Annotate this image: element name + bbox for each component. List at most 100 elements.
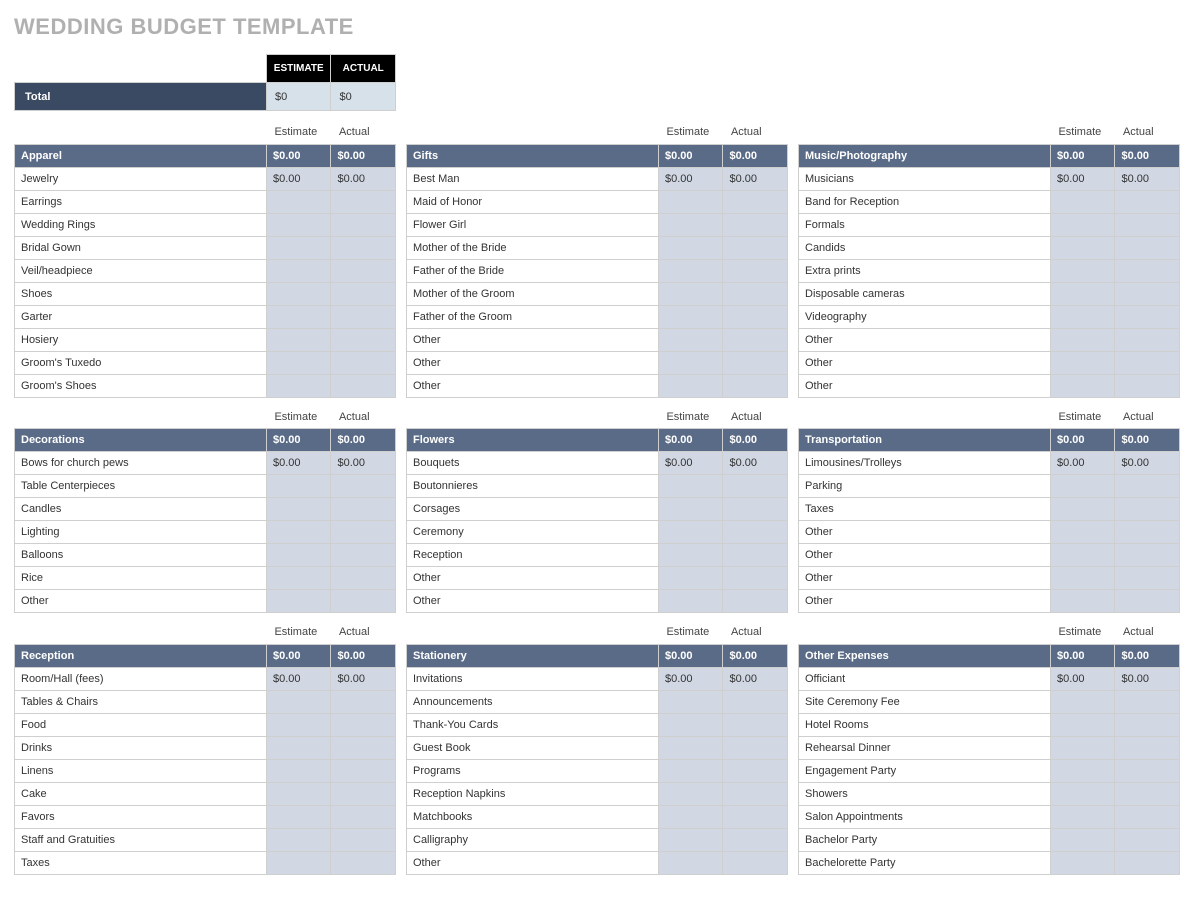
item-actual[interactable] (1115, 521, 1180, 544)
item-actual[interactable] (331, 236, 396, 259)
item-estimate[interactable] (266, 305, 331, 328)
item-actual[interactable] (331, 544, 396, 567)
total-estimate-value[interactable]: $0 (266, 83, 331, 111)
item-estimate[interactable] (658, 305, 723, 328)
item-name[interactable]: Invitations (407, 667, 659, 690)
item-estimate[interactable] (1050, 259, 1115, 282)
item-estimate[interactable] (658, 236, 723, 259)
item-actual[interactable] (723, 759, 788, 782)
item-name[interactable]: Hosiery (15, 328, 267, 351)
item-name[interactable]: Reception (407, 544, 659, 567)
item-name[interactable]: Boutonnieres (407, 475, 659, 498)
item-name[interactable]: Extra prints (799, 259, 1051, 282)
item-name[interactable]: Thank-You Cards (407, 713, 659, 736)
item-actual[interactable] (1115, 190, 1180, 213)
item-name[interactable]: Food (15, 713, 267, 736)
item-name[interactable]: Table Centerpieces (15, 475, 267, 498)
item-estimate[interactable] (266, 498, 331, 521)
item-estimate[interactable] (1050, 190, 1115, 213)
item-estimate[interactable] (658, 736, 723, 759)
item-estimate[interactable] (266, 713, 331, 736)
item-name[interactable]: Mother of the Groom (407, 282, 659, 305)
item-actual[interactable]: $0.00 (723, 452, 788, 475)
item-name[interactable]: Taxes (799, 498, 1051, 521)
item-estimate[interactable] (658, 759, 723, 782)
item-name[interactable]: Candids (799, 236, 1051, 259)
item-actual[interactable] (1115, 305, 1180, 328)
item-actual[interactable]: $0.00 (723, 667, 788, 690)
item-name[interactable]: Musicians (799, 167, 1051, 190)
item-estimate[interactable] (658, 213, 723, 236)
item-actual[interactable] (723, 567, 788, 590)
item-name[interactable]: Corsages (407, 498, 659, 521)
item-actual[interactable] (723, 351, 788, 374)
item-name[interactable]: Engagement Party (799, 759, 1051, 782)
item-actual[interactable] (331, 374, 396, 397)
item-actual[interactable]: $0.00 (1115, 167, 1180, 190)
item-estimate[interactable] (1050, 328, 1115, 351)
item-actual[interactable] (1115, 282, 1180, 305)
item-name[interactable]: Other (407, 374, 659, 397)
item-actual[interactable] (723, 828, 788, 851)
item-estimate[interactable] (1050, 567, 1115, 590)
item-estimate[interactable] (266, 213, 331, 236)
item-actual[interactable] (331, 521, 396, 544)
item-estimate[interactable] (266, 190, 331, 213)
item-actual[interactable] (723, 259, 788, 282)
item-name[interactable]: Other (407, 590, 659, 613)
item-estimate[interactable] (1050, 544, 1115, 567)
item-estimate[interactable] (266, 351, 331, 374)
item-name[interactable]: Other (407, 328, 659, 351)
item-actual[interactable] (331, 282, 396, 305)
item-actual[interactable] (723, 236, 788, 259)
item-actual[interactable] (723, 213, 788, 236)
item-name[interactable]: Calligraphy (407, 828, 659, 851)
item-estimate[interactable] (1050, 351, 1115, 374)
item-actual[interactable] (331, 851, 396, 874)
item-name[interactable]: Favors (15, 805, 267, 828)
item-name[interactable]: Other (799, 544, 1051, 567)
item-actual[interactable] (331, 590, 396, 613)
item-estimate[interactable] (266, 805, 331, 828)
item-name[interactable]: Hotel Rooms (799, 713, 1051, 736)
item-actual[interactable] (1115, 374, 1180, 397)
item-name[interactable]: Maid of Honor (407, 190, 659, 213)
item-actual[interactable] (1115, 759, 1180, 782)
item-estimate[interactable] (266, 828, 331, 851)
item-name[interactable]: Earrings (15, 190, 267, 213)
item-name[interactable]: Other (799, 351, 1051, 374)
item-actual[interactable] (1115, 236, 1180, 259)
item-name[interactable]: Videography (799, 305, 1051, 328)
item-actual[interactable] (723, 590, 788, 613)
item-actual[interactable]: $0.00 (723, 167, 788, 190)
item-estimate[interactable]: $0.00 (1050, 452, 1115, 475)
item-estimate[interactable] (658, 374, 723, 397)
item-name[interactable]: Other (799, 521, 1051, 544)
item-actual[interactable] (331, 736, 396, 759)
item-actual[interactable] (331, 190, 396, 213)
item-estimate[interactable] (658, 475, 723, 498)
item-actual[interactable] (331, 305, 396, 328)
item-estimate[interactable] (1050, 236, 1115, 259)
item-estimate[interactable] (266, 590, 331, 613)
item-actual[interactable] (1115, 351, 1180, 374)
item-actual[interactable] (1115, 736, 1180, 759)
item-name[interactable]: Taxes (15, 851, 267, 874)
item-estimate[interactable] (1050, 475, 1115, 498)
item-name[interactable]: Staff and Gratuities (15, 828, 267, 851)
item-name[interactable]: Shoes (15, 282, 267, 305)
item-actual[interactable] (1115, 475, 1180, 498)
item-name[interactable]: Guest Book (407, 736, 659, 759)
item-actual[interactable] (723, 713, 788, 736)
item-estimate[interactable]: $0.00 (1050, 167, 1115, 190)
total-actual-value[interactable]: $0 (331, 83, 396, 111)
item-estimate[interactable] (658, 544, 723, 567)
item-name[interactable]: Bachelor Party (799, 828, 1051, 851)
item-name[interactable]: Other (799, 374, 1051, 397)
item-name[interactable]: Announcements (407, 690, 659, 713)
item-name[interactable]: Garter (15, 305, 267, 328)
item-estimate[interactable]: $0.00 (658, 167, 723, 190)
item-estimate[interactable] (1050, 213, 1115, 236)
item-name[interactable]: Father of the Bride (407, 259, 659, 282)
item-actual[interactable] (723, 782, 788, 805)
